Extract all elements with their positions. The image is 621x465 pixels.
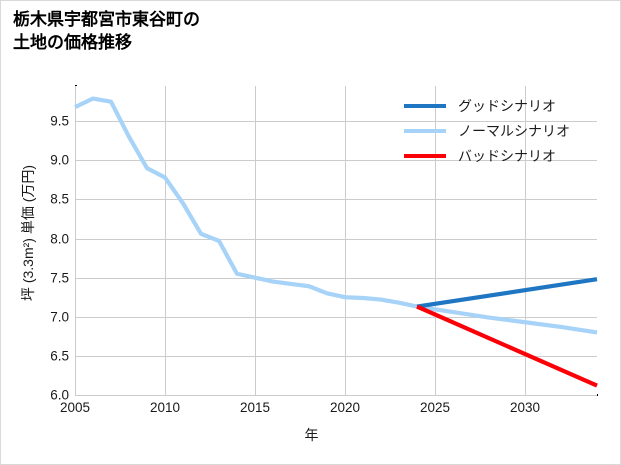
legend-swatch-normal bbox=[404, 128, 446, 133]
series-line-bad bbox=[416, 304, 598, 388]
series-lines bbox=[74, 96, 598, 388]
legend-label-normal: ノーマルシナリオ bbox=[458, 122, 570, 139]
gridline-vertical bbox=[435, 86, 436, 395]
y-tick-label: 8.0 bbox=[50, 231, 69, 247]
x-tick-label: 2030 bbox=[509, 400, 541, 415]
x-tick-label: 2010 bbox=[149, 400, 181, 415]
y-axis-tick-labels: 6.0 6.5 7.0 7.5 8.0 8.5 9.0 9.5 bbox=[23, 1, 69, 464]
legend-item-good[interactable]: グッドシナリオ bbox=[404, 93, 609, 118]
gridline-vertical bbox=[345, 86, 346, 395]
legend-item-normal[interactable]: ノーマルシナリオ bbox=[404, 118, 609, 143]
y-tick-label: 9.5 bbox=[50, 113, 69, 129]
y-axis-label: 坪 (3.3m²) 単価 (万円) bbox=[20, 164, 36, 302]
chart-title: 栃木県宇都宮市東谷町の 土地の価格推移 bbox=[13, 10, 200, 52]
gridline-horizontal bbox=[75, 238, 597, 240]
gridline-horizontal bbox=[75, 199, 597, 201]
legend-item-bad[interactable]: バッドシナリオ bbox=[404, 143, 609, 168]
series-line-good bbox=[416, 277, 598, 309]
y-tick-label: 7.5 bbox=[50, 270, 69, 286]
legend-swatch-bad bbox=[404, 153, 446, 158]
gridline-horizontal bbox=[75, 355, 597, 357]
gridline-vertical bbox=[255, 86, 256, 395]
series-line-normal bbox=[74, 96, 598, 335]
legend-swatch-good bbox=[404, 103, 446, 108]
plot-area bbox=[74, 86, 598, 396]
x-tick-label: 2015 bbox=[239, 400, 271, 415]
gridline-horizontal bbox=[75, 121, 597, 123]
gridline-horizontal bbox=[75, 316, 597, 318]
plot-background bbox=[75, 86, 597, 395]
gridline-vertical bbox=[75, 86, 76, 395]
x-tick-label: 2025 bbox=[419, 400, 451, 415]
legend-label-bad: バッドシナリオ bbox=[458, 147, 556, 164]
gridline-vertical bbox=[165, 86, 166, 395]
y-tick-label: 8.5 bbox=[50, 191, 69, 207]
gridline-horizontal bbox=[75, 395, 597, 396]
x-axis-label: 年 bbox=[304, 427, 319, 443]
y-tick-label: 6.0 bbox=[50, 387, 69, 403]
chart-legend: グッドシナリオ ノーマルシナリオ バッドシナリオ bbox=[404, 93, 609, 168]
y-tick-label: 9.0 bbox=[50, 152, 69, 168]
y-tick-label: 7.0 bbox=[50, 309, 69, 325]
y-tick-label: 6.5 bbox=[50, 348, 69, 364]
gridline-horizontal bbox=[75, 277, 597, 279]
gridline-vertical bbox=[525, 86, 526, 395]
x-tick-label: 2020 bbox=[329, 400, 361, 415]
legend-label-good: グッドシナリオ bbox=[458, 97, 556, 114]
gridline-horizontal bbox=[75, 160, 597, 162]
x-tick-label: 2005 bbox=[59, 400, 91, 415]
